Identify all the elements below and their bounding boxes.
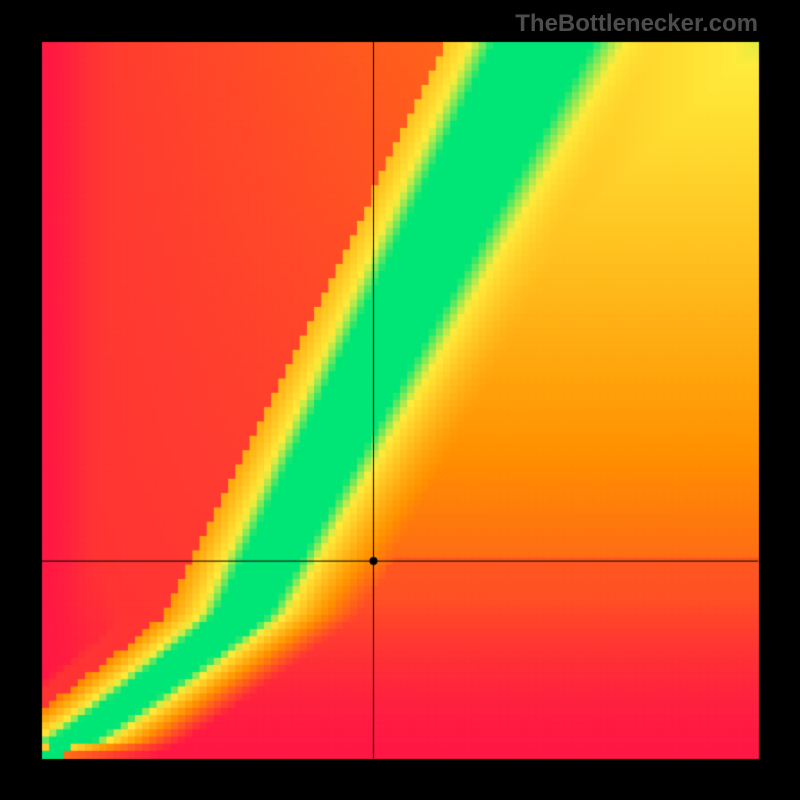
- bottleneck-heatmap: [0, 0, 800, 800]
- chart-container: TheBottlenecker.com: [0, 0, 800, 800]
- watermark-text: TheBottlenecker.com: [515, 10, 758, 38]
